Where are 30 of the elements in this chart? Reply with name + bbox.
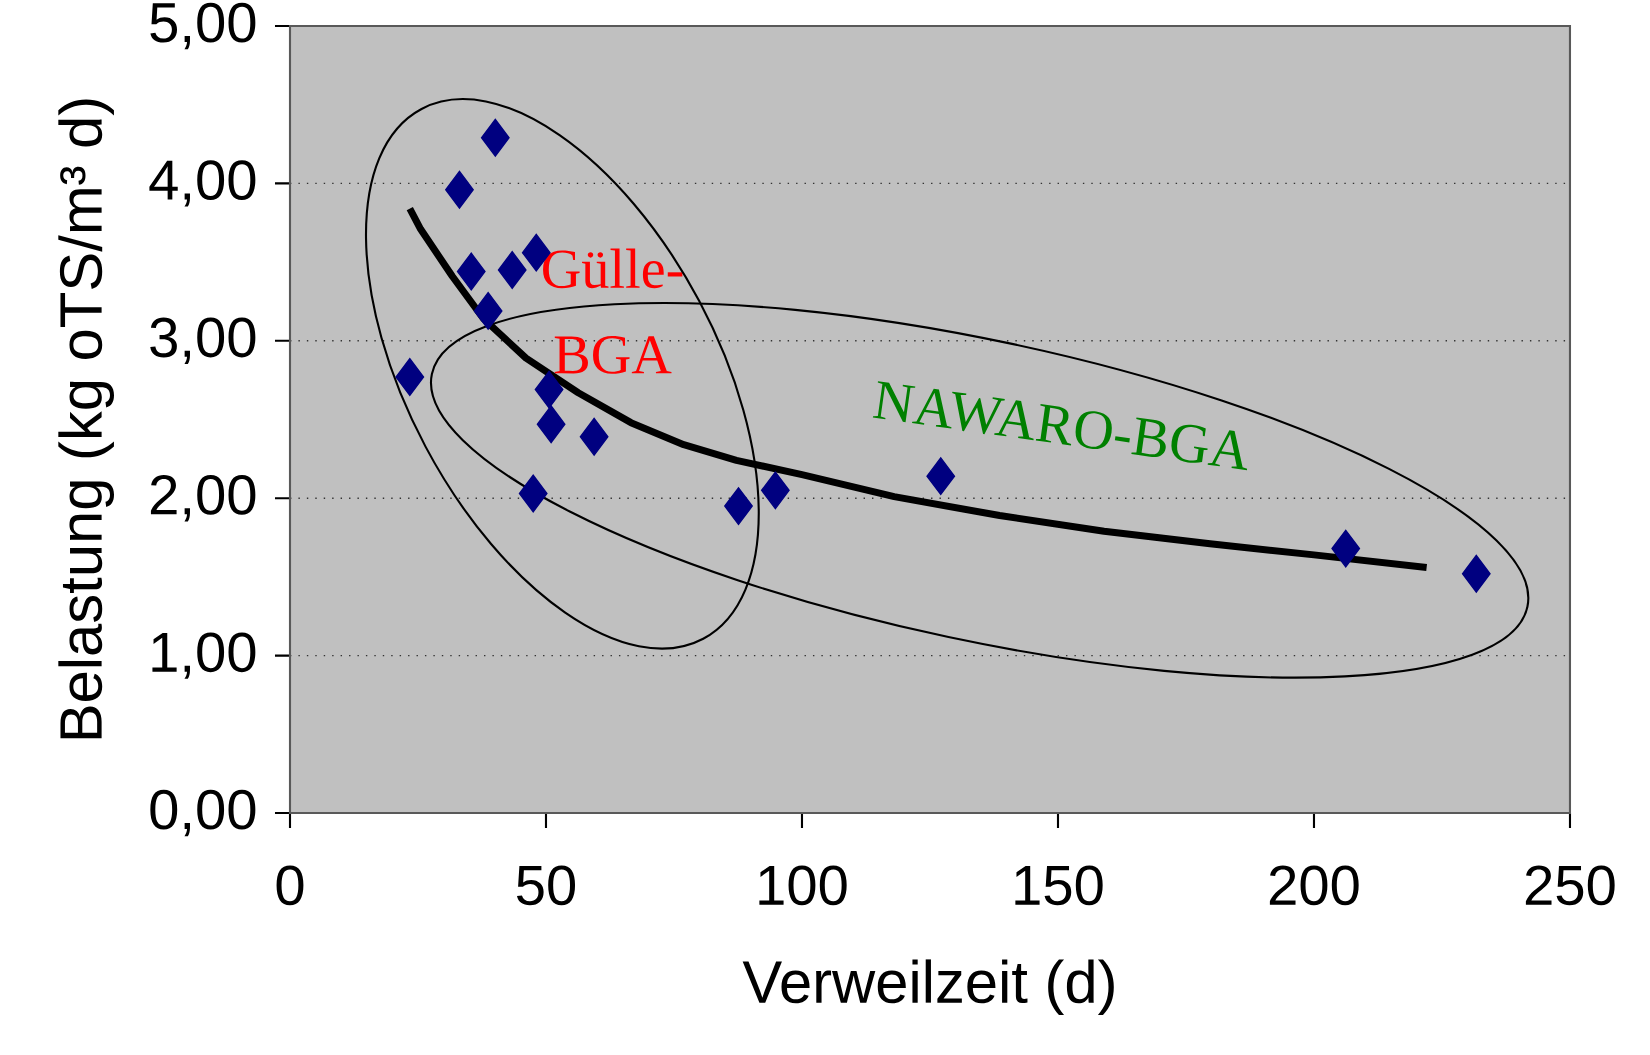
- point: [1461, 554, 1491, 593]
- x-tick-label: 150: [1015, 865, 1103, 906]
- point: [473, 291, 503, 330]
- y-tick-label: 1,00: [152, 632, 256, 679]
- point: [480, 118, 510, 157]
- x-tick-label: 50: [516, 865, 576, 906]
- point: [445, 170, 474, 209]
- point: [760, 471, 790, 510]
- point: [497, 251, 527, 289]
- point: [1331, 529, 1361, 568]
- y-axis-title: Belastung (kg oTS/m³ d): [58, 99, 114, 739]
- point: [536, 405, 566, 444]
- annotation: Gülle-: [543, 248, 683, 289]
- point: [395, 358, 425, 396]
- y-tick-label: 3,00: [150, 317, 256, 365]
- y-tick-label: 2,00: [150, 475, 256, 522]
- point: [579, 417, 609, 456]
- annotation: NAWARO-BGA: [872, 381, 1248, 471]
- point: [724, 487, 753, 526]
- annotation: BGA: [554, 336, 672, 374]
- y-tick-label: 0,00: [150, 789, 256, 837]
- y-tick-label: 5,00: [150, 2, 256, 50]
- x-tick-label: 250: [1525, 865, 1615, 906]
- x-tick-label: 200: [1269, 865, 1359, 906]
- x-tick-label: 100: [759, 865, 847, 906]
- point: [456, 252, 486, 291]
- point: [518, 474, 548, 513]
- x-axis-title: Verweilzeit (d): [742, 959, 1114, 1016]
- y-tick-label: 4,00: [149, 160, 256, 207]
- x-tick-label: 0: [276, 865, 304, 906]
